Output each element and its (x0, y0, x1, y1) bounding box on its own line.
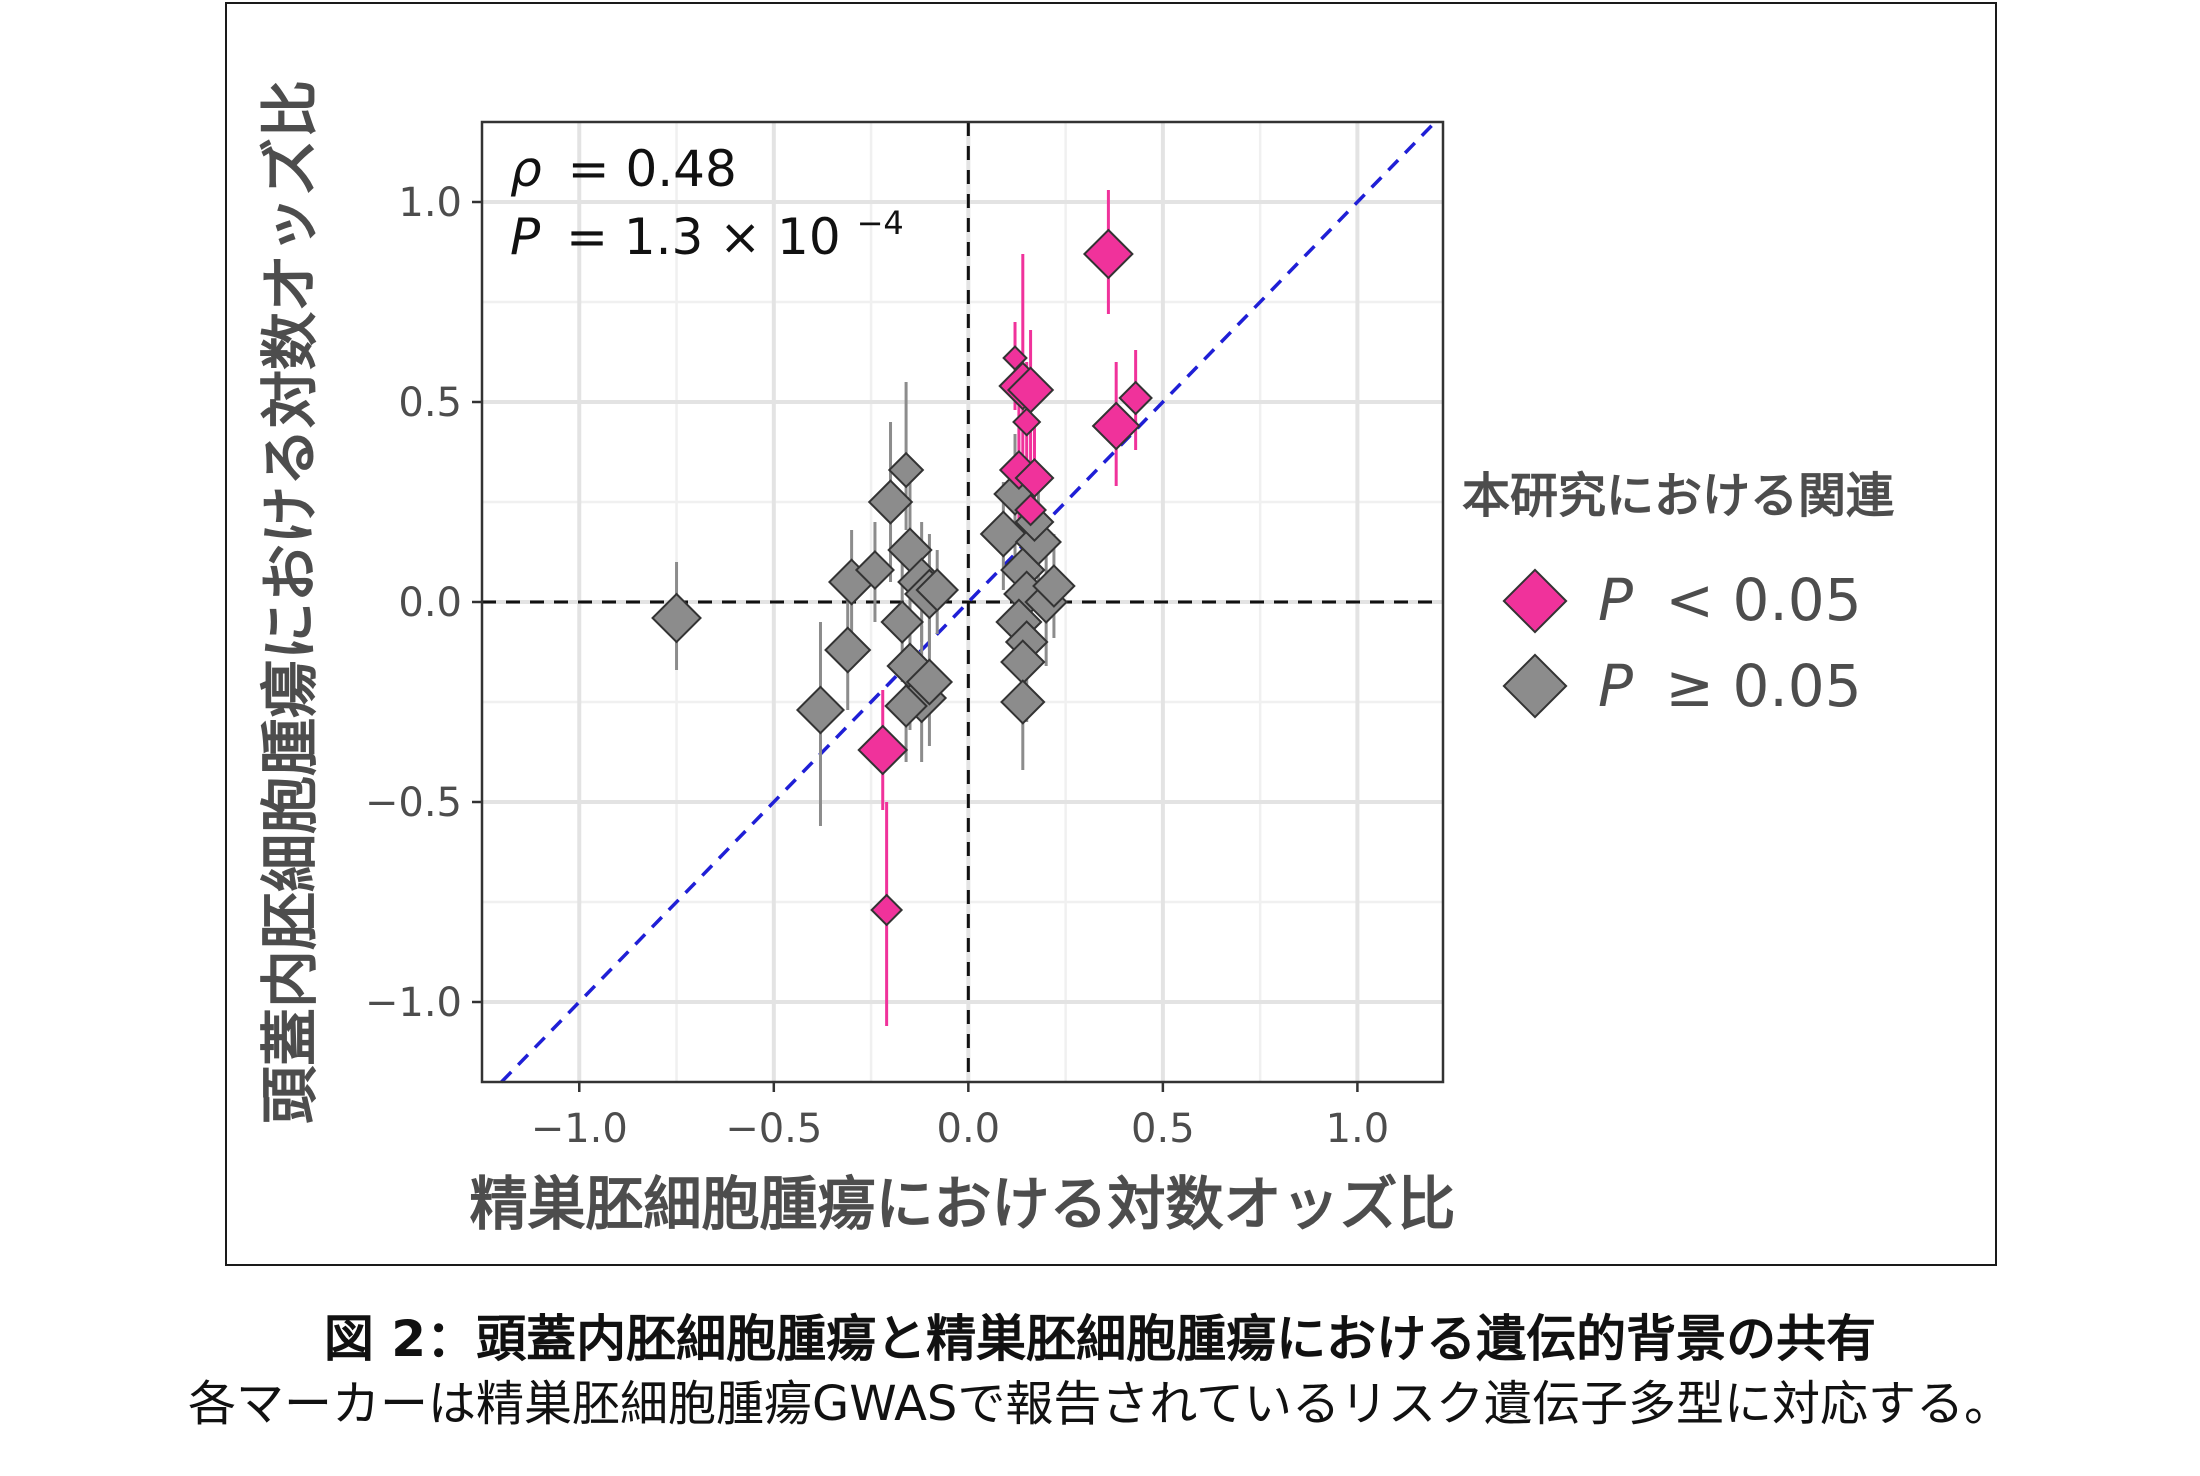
x-axis-ticks: −1.0 −0.5 0.0 0.5 1.0 (531, 1082, 1390, 1152)
legend-swatch-not-significant (1502, 653, 1568, 719)
figure-caption: 図 2：頭蓋内胚細胞腫瘍と精巣胚細胞腫瘍における遺伝的背景の共有 各マーカーは精… (0, 1306, 2200, 1436)
p-value-mantissa: = 1.3 × 10 (566, 208, 841, 266)
rho-value: = 0.48 (568, 140, 737, 198)
point-not-significant (651, 592, 702, 644)
reference-lines (482, 120, 1443, 1084)
caption-title: 図 2：頭蓋内胚細胞腫瘍と精巣胚細胞腫瘍における遺伝的背景の共有 (323, 1310, 1877, 1368)
x-tick-label: −1.0 (531, 1106, 628, 1152)
point-not-significant (854, 549, 895, 591)
p-value-exponent: −4 (857, 204, 904, 242)
y-tick-label: 0.5 (398, 380, 462, 426)
p-value-annotation: P = 1.3 × 10 −4 (510, 204, 904, 266)
x-tick-label: 1.0 (1326, 1106, 1390, 1152)
point-significant (1091, 401, 1141, 451)
point-not-significant (884, 684, 928, 728)
y-tick-label: 0.0 (398, 580, 462, 626)
point-not-significant (880, 600, 925, 644)
point-significant (857, 724, 909, 776)
y-axis-title: 頭蓋内胚細胞腫瘍における対数オッズ比 (256, 80, 324, 1124)
x-tick-label: −0.5 (725, 1106, 822, 1152)
x-tick-label: 0.5 (1131, 1106, 1195, 1152)
legend-swatch-significant (1502, 568, 1568, 634)
point-significant (1082, 228, 1134, 280)
point-significant (1002, 345, 1028, 371)
point-not-significant (1000, 679, 1046, 725)
point-not-significant (915, 568, 960, 612)
legend: 本研究における関連 P < 0.05 P ≥ 0.05 (1462, 468, 1895, 720)
identity-line (500, 120, 1437, 1084)
point-significant (1014, 493, 1048, 527)
point-significant (870, 893, 904, 927)
legend-p-symbol: P (1598, 566, 1633, 634)
x-tick-label: 0.0 (937, 1106, 1001, 1152)
y-axis-ticks: 1.0 0.5 0.0 −0.5 −1.0 (365, 180, 482, 1026)
point-significant (1012, 407, 1042, 437)
rho-annotation: ρ = 0.48 (510, 140, 737, 198)
legend-label-text: < 0.05 (1665, 566, 1861, 634)
figure-frame (225, 2, 1997, 1266)
scatter-chart: −1.0 −0.5 0.0 0.5 1.0 1.0 0.5 0.0 −0.5 −1.0 精巣胚細… (256, 80, 1895, 1238)
point-not-significant (867, 479, 914, 525)
legend-label-significant: P < 0.05 (1598, 566, 1862, 634)
x-axis-title: 精巣胚細胞腫瘍における対数オッズ比 (469, 1170, 1455, 1238)
point-not-significant (905, 658, 954, 706)
legend-label-text: ≥ 0.05 (1665, 652, 1861, 720)
point-not-significant (887, 451, 925, 489)
rho-symbol: ρ (510, 140, 542, 198)
caption-body: 各マーカーは精巣胚細胞腫瘍GWASで報告されているリスク遺伝子多型に対応する。 (188, 1376, 2012, 1432)
point-not-significant (824, 626, 872, 674)
data-points (651, 228, 1153, 927)
legend-label-not-significant: P ≥ 0.05 (1598, 652, 1862, 720)
point-significant (1014, 457, 1055, 499)
point-not-significant (979, 510, 1027, 558)
p-symbol: P (510, 208, 541, 266)
legend-title: 本研究における関連 (1462, 468, 1895, 524)
point-significant (1118, 380, 1153, 416)
point-not-significant (795, 685, 846, 735)
y-tick-label: 1.0 (398, 180, 462, 226)
y-tick-label: −1.0 (365, 980, 462, 1026)
point-not-significant (1032, 564, 1076, 608)
y-tick-label: −0.5 (365, 780, 462, 826)
legend-p-symbol: P (1598, 652, 1633, 720)
